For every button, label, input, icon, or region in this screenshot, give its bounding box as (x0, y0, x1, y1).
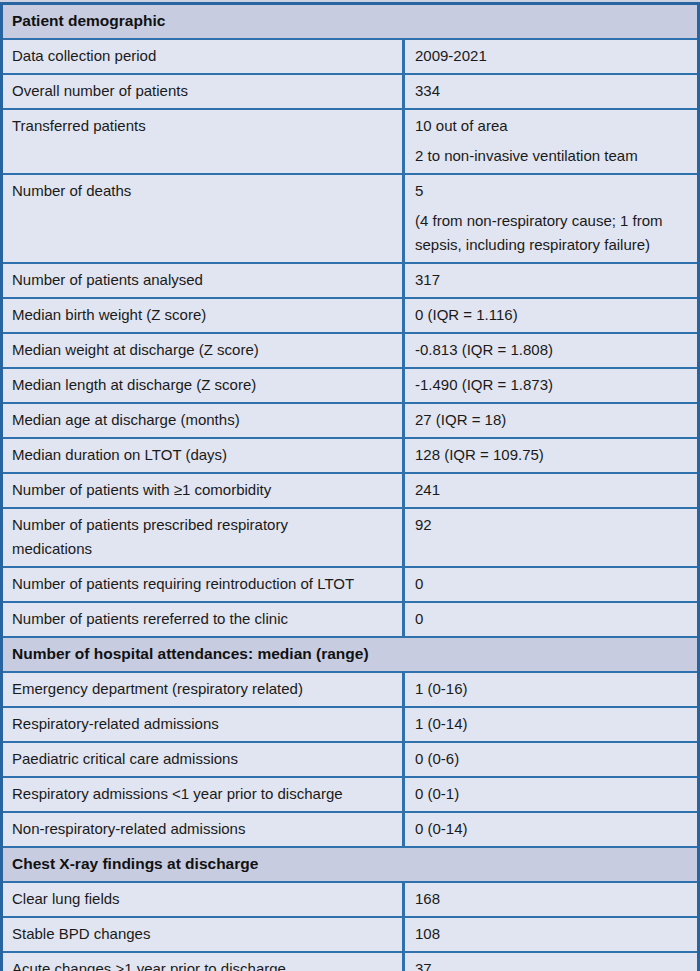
label-line: Number of patients prescribed respirator… (12, 516, 288, 533)
row-value: 2009-2021 (402, 40, 697, 73)
row-label: Transferred patients (3, 110, 402, 173)
row-value: 241 (402, 474, 697, 507)
table-row: Transferred patients 10 out of area 2 to… (3, 108, 697, 173)
table-row: Non-respiratory-related admissions 0 (0-… (3, 811, 697, 846)
row-value: 317 (402, 264, 697, 297)
row-label: Number of patients requiring reintroduct… (3, 568, 402, 601)
row-label: Data collection period (3, 40, 402, 73)
row-value: 1 (0-16) (402, 673, 697, 706)
row-value: 0 (IQR = 1.116) (402, 299, 697, 332)
row-value: 0 (0-14) (402, 813, 697, 846)
row-value: 334 (402, 75, 697, 108)
table-row: Median weight at discharge (Z score) -0.… (3, 332, 697, 367)
table-row: Number of deaths 5 (4 from non-respirato… (3, 173, 697, 262)
table-row: Respiratory-related admissions 1 (0-14) (3, 706, 697, 741)
table-row: Data collection period 2009-2021 (3, 38, 697, 73)
patient-demographic-table: Patient demographic Data collection peri… (0, 2, 700, 971)
row-label: Respiratory admissions <1 year prior to … (3, 778, 402, 811)
row-value: 0 (402, 568, 697, 601)
row-label: Median duration on LTOT (days) (3, 439, 402, 472)
row-label: Emergency department (respiratory relate… (3, 673, 402, 706)
row-label: Median weight at discharge (Z score) (3, 334, 402, 367)
row-value: -1.490 (IQR = 1.873) (402, 369, 697, 402)
table-row: Number of patients requiring reintroduct… (3, 566, 697, 601)
row-label: Acute changes >1 year prior to discharge (3, 953, 402, 971)
table-row: Respiratory admissions <1 year prior to … (3, 776, 697, 811)
table-row: Median birth weight (Z score) 0 (IQR = 1… (3, 297, 697, 332)
table-row: Number of patients prescribed respirator… (3, 507, 697, 566)
table-row: Stable BPD changes 108 (3, 916, 697, 951)
row-value: 0 (0-1) (402, 778, 697, 811)
row-label: Median length at discharge (Z score) (3, 369, 402, 402)
table-row: Median length at discharge (Z score) -1.… (3, 367, 697, 402)
table-row: Number of patients analysed 317 (3, 262, 697, 297)
row-value: 128 (IQR = 109.75) (402, 439, 697, 472)
table-row: Number of patients with ≥1 comorbidity 2… (3, 472, 697, 507)
value-line: 10 out of area (415, 114, 689, 138)
row-value: -0.813 (IQR = 1.808) (402, 334, 697, 367)
value-line: (4 from non-respiratory cause; 1 from se… (415, 209, 689, 257)
row-label: Paediatric critical care admissions (3, 743, 402, 776)
section-header-chest-xray-findings: Chest X-ray findings at discharge (3, 846, 697, 881)
row-value: 92 (402, 509, 697, 566)
row-label: Median birth weight (Z score) (3, 299, 402, 332)
row-label: Overall number of patients (3, 75, 402, 108)
label-line: medications (12, 540, 92, 557)
section-header-patient-demographic: Patient demographic (3, 5, 697, 38)
row-value: 10 out of area 2 to non-invasive ventila… (402, 110, 697, 173)
table-row: Median age at discharge (months) 27 (IQR… (3, 402, 697, 437)
row-value: 1 (0-14) (402, 708, 697, 741)
row-value: 108 (402, 918, 697, 951)
table-row: Paediatric critical care admissions 0 (0… (3, 741, 697, 776)
section-header-hospital-attendances: Number of hospital attendances: median (… (3, 636, 697, 671)
row-label: Non-respiratory-related admissions (3, 813, 402, 846)
row-label: Number of patients rereferred to the cli… (3, 603, 402, 636)
row-value: 5 (4 from non-respiratory cause; 1 from … (402, 175, 697, 262)
row-label: Stable BPD changes (3, 918, 402, 951)
row-label: Respiratory-related admissions (3, 708, 402, 741)
row-value: 27 (IQR = 18) (402, 404, 697, 437)
value-line: 5 (415, 179, 689, 203)
row-label: Number of patients prescribed respirator… (3, 509, 402, 566)
value-line: 2 to non-invasive ventilation team (415, 144, 689, 168)
table-row: Median duration on LTOT (days) 128 (IQR … (3, 437, 697, 472)
table-row: Clear lung fields 168 (3, 881, 697, 916)
row-label: Median age at discharge (months) (3, 404, 402, 437)
table-row: Emergency department (respiratory relate… (3, 671, 697, 706)
row-label: Number of patients analysed (3, 264, 402, 297)
table-row: Overall number of patients 334 (3, 73, 697, 108)
table-row: Acute changes >1 year prior to discharge… (3, 951, 697, 971)
row-label: Number of patients with ≥1 comorbidity (3, 474, 402, 507)
row-value: 168 (402, 883, 697, 916)
table-row: Number of patients rereferred to the cli… (3, 601, 697, 636)
row-value: 37 (402, 953, 697, 971)
row-value: 0 (0-6) (402, 743, 697, 776)
row-label: Number of deaths (3, 175, 402, 262)
row-label: Clear lung fields (3, 883, 402, 916)
row-value: 0 (402, 603, 697, 636)
